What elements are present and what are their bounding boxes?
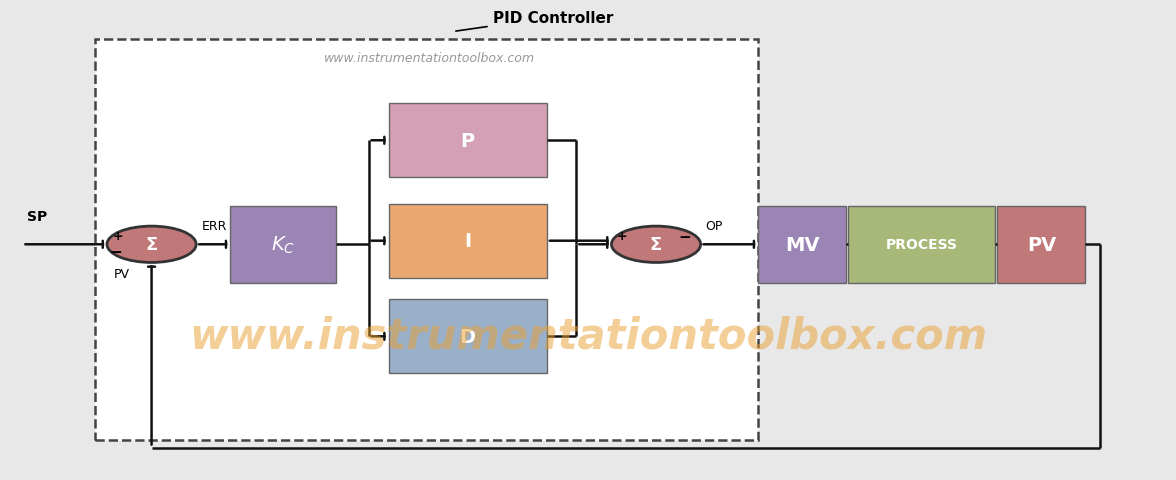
Text: www.instrumentationtoolbox.com: www.instrumentationtoolbox.com	[325, 52, 535, 65]
Text: Σ: Σ	[146, 236, 158, 254]
Bar	[759, 206, 846, 283]
Text: $K_C$: $K_C$	[270, 234, 295, 255]
Text: MV: MV	[784, 235, 820, 254]
Bar	[388, 104, 547, 178]
Text: −: −	[679, 229, 691, 244]
Bar	[388, 300, 547, 373]
Bar	[997, 206, 1085, 283]
Text: PV: PV	[114, 268, 131, 281]
Text: PV: PV	[1027, 235, 1056, 254]
Bar	[388, 204, 547, 278]
Bar	[848, 206, 995, 283]
Bar	[95, 39, 759, 441]
Text: D: D	[460, 327, 476, 346]
Text: +: +	[113, 229, 123, 242]
Text: P: P	[461, 132, 475, 150]
Text: OP: OP	[706, 219, 723, 232]
Text: www.instrumentationtoolbox.com: www.instrumentationtoolbox.com	[189, 314, 987, 357]
Bar	[230, 206, 336, 283]
Circle shape	[107, 227, 196, 263]
Text: I: I	[465, 232, 472, 251]
Text: −: −	[109, 244, 122, 259]
Text: PROCESS: PROCESS	[886, 238, 957, 252]
Circle shape	[612, 227, 701, 263]
Text: +: +	[616, 229, 627, 242]
Text: PID Controller: PID Controller	[456, 11, 613, 32]
Text: Σ: Σ	[650, 236, 662, 254]
Text: ERR: ERR	[202, 219, 227, 232]
Text: SP: SP	[27, 209, 47, 223]
